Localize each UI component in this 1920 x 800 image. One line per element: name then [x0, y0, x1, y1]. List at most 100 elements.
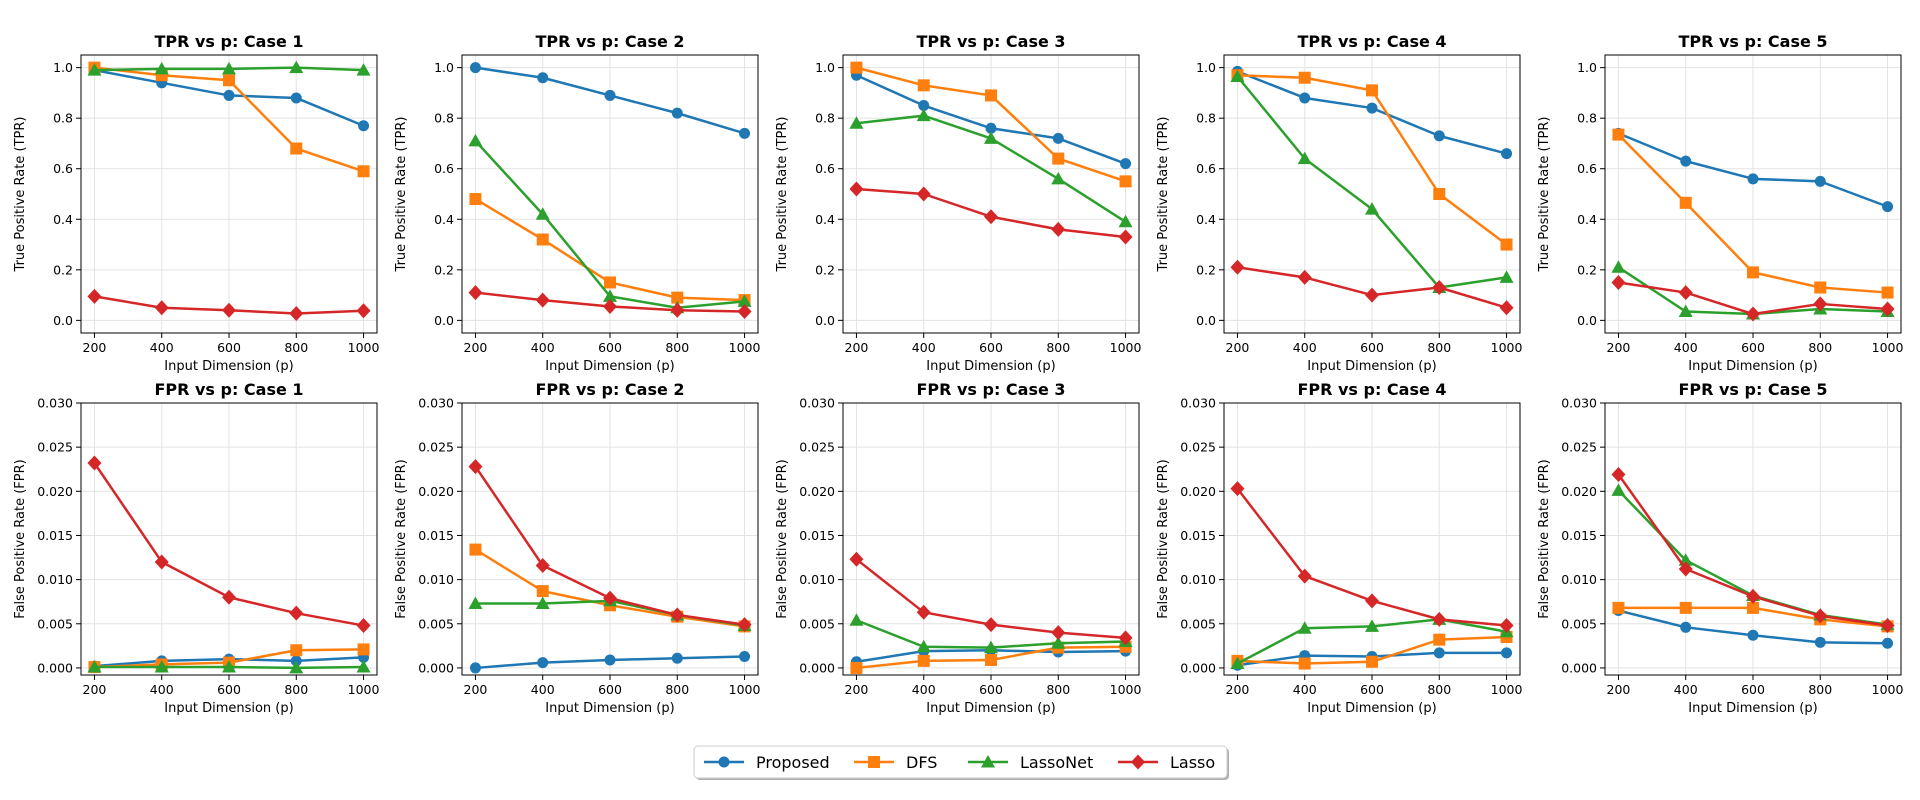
- y-tick-label: 0.025: [799, 440, 835, 455]
- data-point-dfs: [1052, 152, 1065, 165]
- y-tick-label: 0.005: [37, 616, 73, 631]
- y-tick-label: 0.010: [418, 572, 454, 587]
- data-point-proposed: [290, 655, 302, 667]
- data-point-lassonet: [1611, 483, 1626, 496]
- y-tick-label: 0.6: [1196, 161, 1216, 176]
- x-tick-label: 400: [912, 682, 936, 697]
- data-point-lasso: [1499, 618, 1514, 634]
- data-point-lassonet: [468, 596, 483, 609]
- x-tick-label: 800: [665, 682, 689, 697]
- data-point-dfs: [671, 291, 684, 304]
- data-point-lasso: [1611, 467, 1626, 483]
- y-tick-label: 1.0: [53, 60, 73, 75]
- y-tick-label: 0.2: [815, 262, 835, 277]
- data-point-dfs: [290, 644, 303, 657]
- y-tick-label: 0.010: [1561, 572, 1597, 587]
- x-tick-label: 1000: [1110, 682, 1142, 697]
- x-axis-label: Input Dimension (p): [545, 359, 674, 374]
- subplot-1: 200 400 600 800 1000 0.0 0.2 0.4 0.6 0.8 1.0 TPR vs…: [13, 32, 379, 374]
- data-point-proposed: [671, 107, 683, 119]
- data-point-lasso: [1678, 285, 1693, 301]
- y-tick-label: 0.015: [1561, 528, 1597, 543]
- data-point-lasso: [1611, 274, 1626, 290]
- x-tick-label: 400: [531, 682, 555, 697]
- data-point-dfs: [1433, 188, 1446, 200]
- data-point-proposed: [739, 127, 751, 139]
- data-point-proposed: [739, 650, 751, 662]
- y-tick-label: 0.025: [37, 440, 73, 455]
- x-tick-label: 800: [1427, 682, 1451, 697]
- x-tick-label: 600: [598, 682, 622, 697]
- x-tick-label: 600: [979, 340, 1003, 355]
- data-point-lasso: [916, 604, 931, 620]
- data-point-lasso: [535, 292, 550, 308]
- data-point-lasso: [849, 181, 864, 197]
- data-point-lasso: [1118, 630, 1133, 646]
- x-tick-label: 200: [845, 340, 869, 355]
- data-point-lasso: [1051, 221, 1066, 237]
- subplot-10: 200 400 600 800 1000 0.000 0.005 0.010 0.015 0.02…: [1537, 380, 1903, 716]
- y-tick-label: 0.4: [53, 212, 73, 227]
- subplot-7: 200 400 600 800 1000 0.000 0.005 0.010 0.015 0.02…: [394, 380, 760, 716]
- x-tick-label: 600: [598, 340, 622, 355]
- x-tick-label: 400: [1674, 340, 1698, 355]
- y-tick-label: 1.0: [1196, 60, 1216, 75]
- data-point-proposed: [469, 662, 481, 674]
- data-point-proposed: [1680, 621, 1692, 633]
- y-tick-label: 0.010: [799, 572, 835, 587]
- data-point-proposed: [1882, 201, 1894, 213]
- legend-marker-dfs: [868, 756, 880, 768]
- data-point-lasso: [1678, 561, 1693, 577]
- data-point-proposed: [358, 120, 370, 132]
- data-point-lassonet: [289, 660, 304, 674]
- data-point-lasso: [356, 618, 371, 634]
- y-tick-label: 0.030: [418, 396, 454, 411]
- data-point-lassonet: [154, 61, 169, 75]
- x-tick-label: 800: [1808, 340, 1832, 355]
- y-tick-label: 0.020: [37, 484, 73, 499]
- y-tick-label: 0.030: [1180, 396, 1216, 411]
- data-point-lasso: [1499, 300, 1514, 316]
- data-point-lasso: [1880, 618, 1895, 634]
- x-tick-label: 600: [1360, 340, 1384, 355]
- y-tick-label: 1.0: [434, 60, 454, 75]
- y-tick-label: 0.2: [434, 262, 454, 277]
- y-tick-label: 0.010: [1180, 572, 1216, 587]
- data-point-lassonet: [87, 63, 102, 76]
- y-tick-label: 0.020: [418, 484, 454, 499]
- subplot-4: 200 400 600 800 1000 0.0 0.2 0.4 0.6 0.8 1.0 TPR vs…: [1156, 32, 1522, 374]
- data-point-lassonet: [603, 289, 617, 302]
- data-point-dfs: [985, 653, 997, 666]
- subplot-2: 200 400 600 800 1000 0.0 0.2 0.4 0.6 0.8 1.0 TPR vs…: [394, 32, 760, 374]
- data-point-lassonet: [1230, 656, 1245, 670]
- y-tick-label: 0.005: [1180, 616, 1216, 631]
- data-point-proposed: [1814, 175, 1826, 187]
- data-point-lassonet: [1365, 619, 1379, 632]
- x-tick-label: 400: [150, 682, 174, 697]
- x-tick-label: 800: [1046, 340, 1070, 355]
- y-tick-label: 0.4: [1196, 212, 1216, 227]
- x-axis-label: Input Dimension (p): [1688, 359, 1817, 374]
- data-point-lasso: [603, 590, 617, 606]
- legend-label-lassonet: LassoNet: [1020, 753, 1093, 772]
- y-tick-label: 0.6: [53, 161, 73, 176]
- y-tick-label: 0.025: [1180, 440, 1216, 455]
- y-tick-label: 0.000: [1180, 660, 1216, 675]
- subplot-title: TPR vs p: Case 4: [1297, 32, 1446, 51]
- data-point-dfs: [1433, 633, 1446, 646]
- data-point-lassonet: [222, 660, 236, 673]
- data-point-dfs: [604, 276, 616, 289]
- data-point-lassonet: [1297, 621, 1312, 634]
- data-point-proposed: [671, 652, 683, 664]
- data-point-dfs: [536, 585, 549, 598]
- data-point-lasso: [1746, 588, 1760, 604]
- plot-frame: [461, 402, 759, 676]
- legend-label-proposed: Proposed: [756, 753, 830, 772]
- y-tick-label: 0.4: [1577, 212, 1597, 227]
- subplot-9: 200 400 600 800 1000 0.000 0.005 0.010 0.015 0.02…: [1156, 380, 1522, 716]
- x-axis-label: Input Dimension (p): [545, 701, 674, 716]
- x-tick-label: 200: [83, 340, 107, 355]
- data-point-lassonet: [154, 660, 169, 673]
- data-point-lasso: [356, 303, 371, 319]
- subplot-title: TPR vs p: Case 3: [916, 32, 1065, 51]
